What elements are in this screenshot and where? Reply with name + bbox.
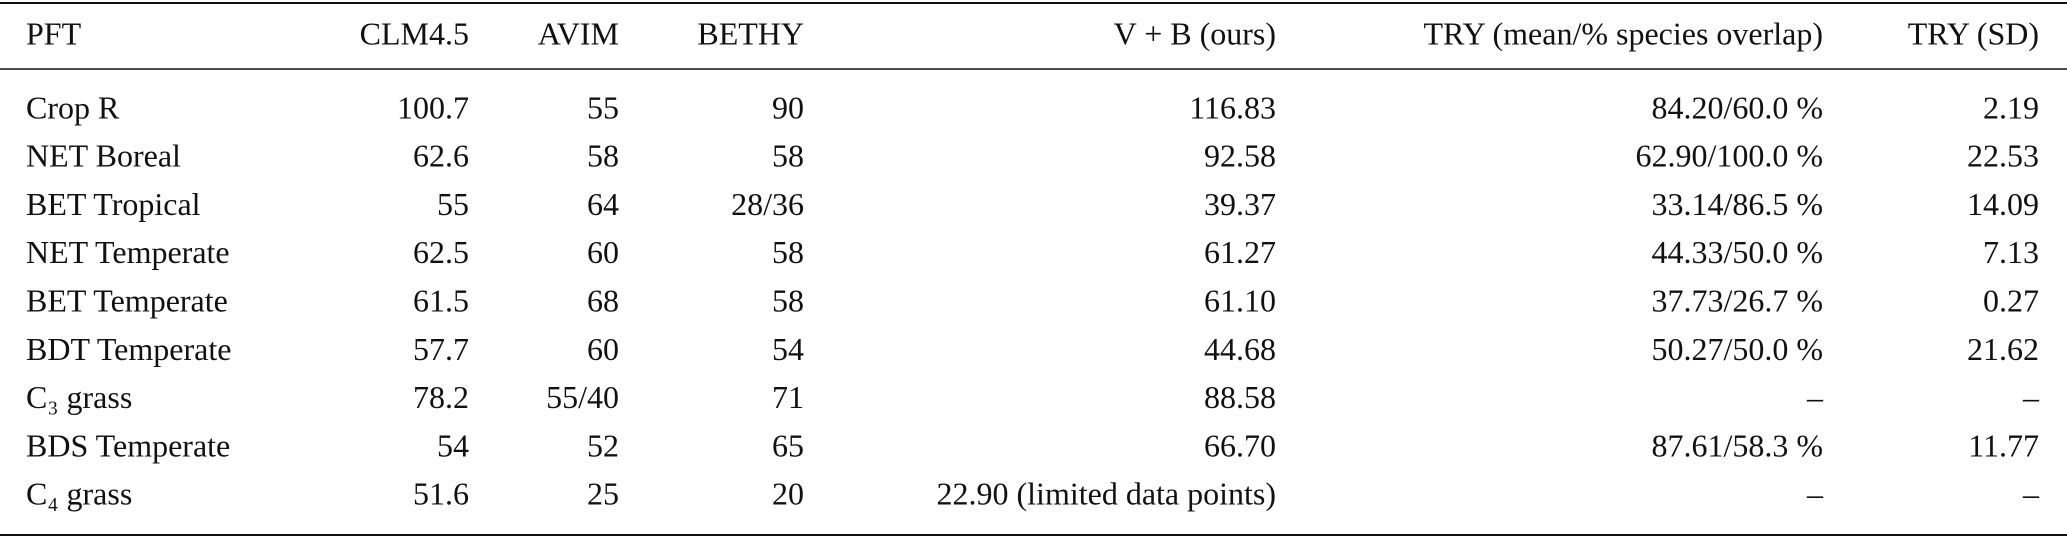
table-cell: 62.90/100.0 %	[1635, 138, 1823, 174]
table-cell: 61.10	[1204, 283, 1276, 319]
table-cell: 25	[587, 476, 619, 512]
table-cell: BET Tropical	[26, 186, 201, 222]
header-cell: TRY (SD)	[1908, 15, 2039, 51]
table-cell: 116.83	[1189, 89, 1276, 125]
table-cell: –	[1806, 379, 1824, 415]
table-cell: 54	[437, 427, 469, 463]
table-cell: 87.61/58.3 %	[1651, 427, 1823, 463]
table-cell: 58	[587, 138, 619, 174]
header-cell: V + B (ours)	[1114, 15, 1276, 51]
table-cell: 52	[587, 427, 619, 463]
table-cell: 78.2	[413, 379, 469, 415]
table-cell: 2.19	[1983, 89, 2039, 125]
table-cell: 39.37	[1204, 186, 1276, 222]
table-cell: 60	[587, 234, 619, 270]
table-cell: 88.58	[1204, 379, 1276, 415]
table-cell: 20	[772, 476, 804, 512]
table-cell: 58	[772, 283, 804, 319]
table-cell: 62.5	[413, 234, 469, 270]
header-cell: PFT	[26, 15, 82, 51]
table-cell: 55	[587, 89, 619, 125]
table-cell: 65	[772, 427, 804, 463]
table-cell: BDT Temperate	[26, 331, 231, 367]
table-cell: –	[1806, 476, 1824, 512]
table-cell: C₄ grass	[26, 476, 132, 512]
table-cell: 37.73/26.7 %	[1651, 283, 1823, 319]
table-cell: BDS Temperate	[26, 427, 230, 463]
table-cell: NET Boreal	[26, 138, 181, 174]
table-cell: 64	[587, 186, 619, 222]
table-cell: 14.09	[1967, 186, 2039, 222]
table-cell: 21.62	[1967, 331, 2039, 367]
table-cell: 61.5	[413, 283, 469, 319]
table-cell: 58	[772, 138, 804, 174]
table-cell: 22.90 (limited data points)	[937, 476, 1277, 512]
table-cell: 100.7	[397, 89, 469, 125]
table-cell: 62.6	[413, 138, 469, 174]
table-cell: 84.20/60.0 %	[1651, 89, 1823, 125]
header-cell: BETHY	[697, 15, 804, 51]
table-cell: 90	[772, 89, 804, 125]
table-cell: 58	[772, 234, 804, 270]
table-cell: 44.68	[1204, 331, 1276, 367]
table-cell: 7.13	[1983, 234, 2039, 270]
table-cell: 61.27	[1204, 234, 1276, 270]
table-cell: C₃ grass	[26, 379, 132, 415]
table-cell: 28/36	[731, 186, 804, 222]
table-cell: Crop R	[26, 89, 120, 125]
table-cell: 60	[587, 331, 619, 367]
table-cell: 44.33/50.0 %	[1651, 234, 1823, 270]
table-cell: 22.53	[1967, 138, 2039, 174]
table-cell: 0.27	[1983, 283, 2039, 319]
table-cell: 51.6	[413, 476, 469, 512]
table-cell: 55/40	[546, 379, 619, 415]
table-cell: 57.7	[413, 331, 469, 367]
table-cell: NET Temperate	[26, 234, 230, 270]
table-cell: 55	[437, 186, 469, 222]
table-cell: 92.58	[1204, 138, 1276, 174]
header-cell: AVIM	[538, 15, 619, 51]
table-cell: 50.27/50.0 %	[1651, 331, 1823, 367]
table-cell: 71	[772, 379, 804, 415]
header-cell: CLM4.5	[360, 15, 469, 51]
table-cell: 68	[587, 283, 619, 319]
table-cell: 66.70	[1204, 427, 1276, 463]
table-cell: 11.77	[1968, 427, 2039, 463]
header-cell: TRY (mean/% species overlap)	[1423, 15, 1823, 51]
table-cell: 54	[772, 331, 804, 367]
table-cell: –	[2022, 476, 2040, 512]
table-cell: –	[2022, 379, 2040, 415]
table-cell: 33.14/86.5 %	[1651, 186, 1823, 222]
table-cell: BET Temperate	[26, 283, 228, 319]
